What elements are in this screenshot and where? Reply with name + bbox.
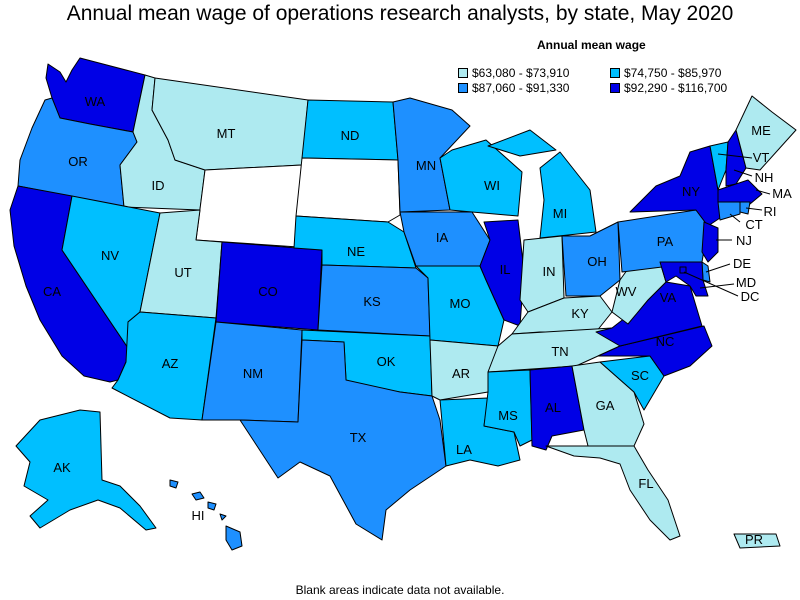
label-PR: PR	[745, 532, 763, 547]
label-IA: IA	[436, 230, 449, 245]
callout-line-ma	[755, 189, 771, 195]
label-NC: NC	[656, 334, 675, 349]
label-CO: CO	[258, 284, 278, 299]
label-AL: AL	[545, 400, 561, 415]
state-SD[interactable]	[295, 157, 401, 223]
state-WY[interactable]	[195, 164, 303, 248]
label-UT: UT	[174, 265, 191, 280]
label-AK: AK	[53, 460, 71, 475]
state-FL[interactable]	[545, 445, 681, 541]
legend-swatch-tier-2	[458, 83, 468, 93]
label-WI: WI	[484, 178, 500, 193]
label-MO: MO	[450, 296, 471, 311]
legend-swatch-tier-1	[610, 68, 620, 78]
legend-item-tier-3: $92,290 - $116,700	[610, 81, 727, 95]
legend-swatch-tier-3	[610, 83, 620, 93]
callout-line-nh	[733, 169, 753, 177]
label-NY: NY	[682, 184, 700, 199]
label-AR: AR	[452, 366, 470, 381]
map-title: Annual mean wage of operations research …	[66, 2, 734, 25]
state-ME[interactable]	[735, 95, 797, 171]
label-RI: RI	[764, 204, 777, 219]
label-ND: ND	[341, 128, 360, 143]
label-CT: CT	[745, 217, 762, 232]
label-HI: HI	[192, 508, 205, 523]
legend-swatch-tier-0	[458, 68, 468, 78]
label-KY: KY	[571, 306, 589, 321]
state-PR[interactable]	[733, 533, 781, 549]
label-NH: NH	[755, 170, 774, 185]
label-OR: OR	[68, 154, 88, 169]
state-CT[interactable]	[717, 201, 741, 221]
label-MD: MD	[736, 275, 756, 290]
label-PA: PA	[657, 234, 674, 249]
state-HI[interactable]	[169, 479, 243, 551]
legend-item-tier-1: $74,750 - $85,970	[610, 66, 721, 80]
state-IL[interactable]	[479, 219, 525, 327]
legend-label-tier-3: $92,290 - $116,700	[624, 81, 728, 95]
label-MS: MS	[498, 408, 518, 423]
callout-line-vt	[717, 153, 753, 159]
label-VA: VA	[660, 290, 677, 305]
label-GA: GA	[596, 398, 615, 413]
legend-title: Annual mean wage	[537, 38, 646, 52]
label-MA: MA	[772, 186, 792, 201]
label-TX: TX	[350, 430, 367, 445]
label-MI: MI	[553, 206, 567, 221]
callout-line-de	[705, 263, 731, 273]
state-MT[interactable]	[151, 77, 309, 171]
label-ME: ME	[751, 123, 771, 138]
label-WV: WV	[616, 284, 637, 299]
legend-item-tier-2: $87,060 - $91,330	[458, 81, 569, 95]
label-TN: TN	[551, 344, 568, 359]
label-NM: NM	[243, 366, 263, 381]
label-CA: CA	[43, 284, 61, 299]
state-AK[interactable]	[15, 409, 157, 531]
state-MD[interactable]	[659, 261, 709, 297]
label-MT: MT	[217, 126, 236, 141]
state-MI[interactable]	[487, 129, 597, 239]
footnote: Blank areas indicate data not available.	[295, 583, 505, 597]
label-FL: FL	[638, 476, 653, 491]
state-NJ[interactable]	[701, 221, 719, 263]
label-NJ: NJ	[736, 233, 752, 248]
label-IL: IL	[500, 262, 511, 277]
label-WA: WA	[85, 94, 106, 109]
callout-line-md	[699, 283, 735, 289]
legend-item-tier-0: $63,080 - $73,910	[458, 66, 569, 80]
label-ID: ID	[152, 178, 165, 193]
label-IN: IN	[543, 264, 556, 279]
state-TX[interactable]	[239, 339, 447, 541]
label-OK: OK	[377, 354, 396, 369]
state-VA[interactable]	[595, 281, 703, 347]
label-NV: NV	[101, 248, 119, 263]
callout-line-ct	[729, 213, 741, 223]
label-DC: DC	[741, 289, 760, 304]
label-LA: LA	[456, 442, 472, 457]
callout-line-ri	[745, 207, 763, 211]
label-SC: SC	[631, 368, 649, 383]
state-AR[interactable]	[429, 339, 499, 401]
legend-label-tier-0: $63,080 - $73,910	[472, 66, 570, 80]
state-SC[interactable]	[599, 355, 665, 411]
label-AZ: AZ	[162, 356, 179, 371]
callout-line-dc	[683, 271, 739, 297]
legend-label-tier-2: $87,060 - $91,330	[472, 81, 570, 95]
label-NE: NE	[347, 244, 365, 259]
label-DE: DE	[733, 256, 751, 271]
label-KS: KS	[363, 294, 381, 309]
label-VT: VT	[753, 150, 770, 165]
label-OH: OH	[587, 254, 607, 269]
legend-label-tier-1: $74,750 - $85,970	[624, 66, 722, 80]
label-MN: MN	[416, 158, 436, 173]
